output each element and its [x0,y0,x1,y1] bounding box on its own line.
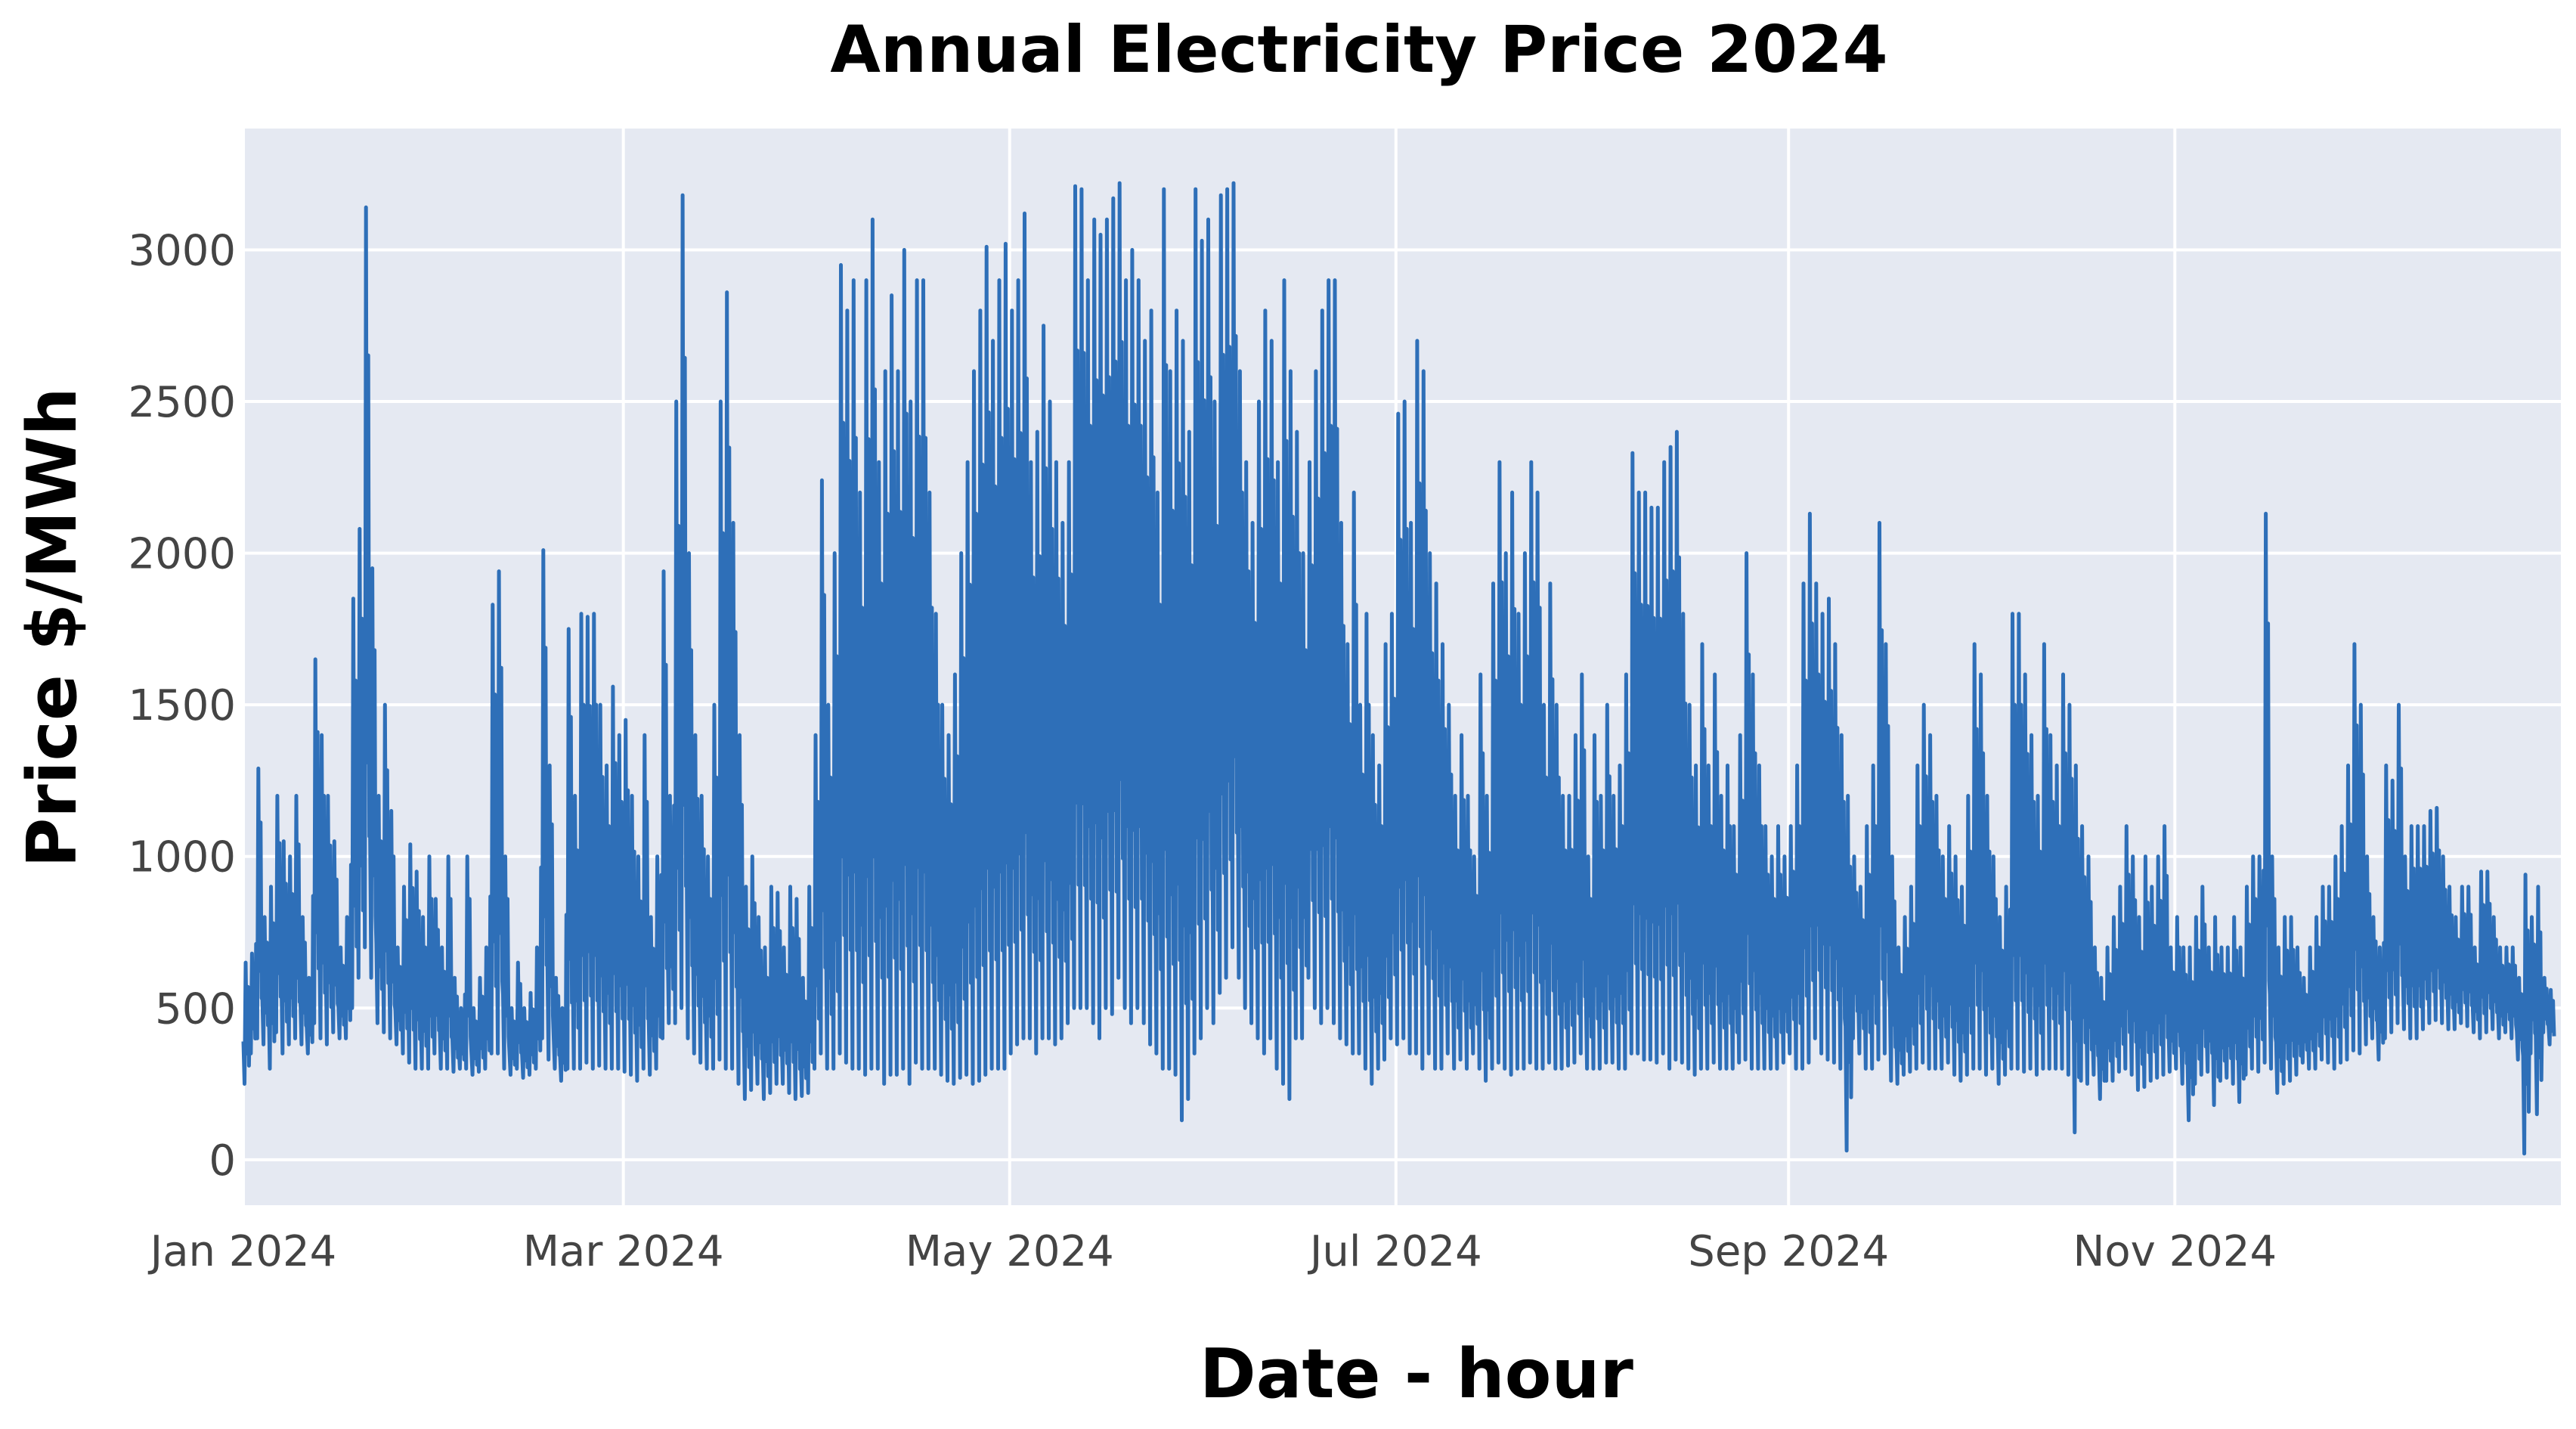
x-axis-title: Date - hour [1200,1334,1633,1414]
y-axis-ticks: 0 500 1000 1500 2000 2500 3000 [128,226,236,1185]
x-tick-label: Jan 2024 [148,1227,337,1276]
x-tick-label: Nov 2024 [2073,1227,2277,1276]
chart-title: Annual Electricity Price 2024 [830,12,1887,88]
x-tick-label: Jul 2024 [1308,1227,1482,1276]
x-tick-label: Mar 2024 [523,1227,724,1276]
x-axis-ticks: Jan 2024 Mar 2024 May 2024 Jul 2024 Sep 2024… [148,1227,2277,1276]
y-tick-label: 3000 [128,226,236,275]
y-tick-label: 500 [155,984,236,1034]
y-tick-label: 1000 [128,833,236,882]
y-tick-label: 2000 [128,530,236,579]
x-tick-label: Sep 2024 [1688,1227,1889,1276]
x-tick-label: May 2024 [906,1227,1114,1276]
series-price [241,181,2556,1156]
y-tick-label: 1500 [128,681,236,730]
y-tick-label: 0 [209,1136,236,1186]
series-line [241,181,2556,1156]
y-tick-label: 2500 [128,378,236,427]
y-axis-title: Price $/MWh [13,387,92,867]
